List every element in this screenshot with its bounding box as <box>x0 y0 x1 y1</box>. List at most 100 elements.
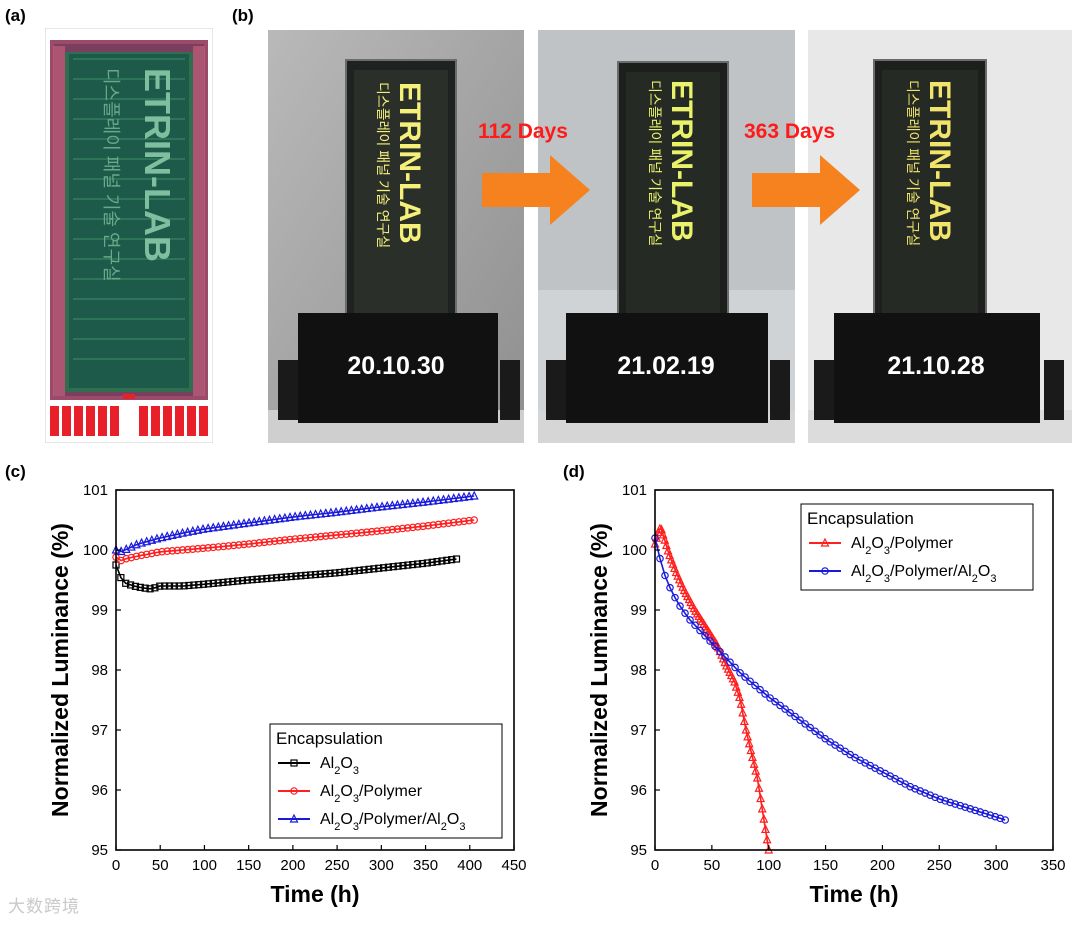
photo-3-brand: ETRIN-LAB <box>923 80 956 242</box>
y-tick-label: 95 <box>91 842 108 859</box>
x-tick-label: 200 <box>870 857 895 874</box>
data-point <box>464 491 474 501</box>
data-point <box>259 515 269 525</box>
data-point <box>756 793 766 803</box>
data-point <box>122 579 130 587</box>
data-point <box>741 724 751 734</box>
data-point <box>157 532 167 542</box>
data-point <box>235 541 243 549</box>
data-point <box>185 581 193 590</box>
data-point <box>137 537 147 547</box>
y-tick-label: 101 <box>622 482 647 499</box>
data-point <box>355 566 363 575</box>
legend-entry-label: Al2O3/Polymer <box>320 783 423 805</box>
data-point <box>342 530 351 538</box>
data-point <box>305 509 315 519</box>
data-point <box>657 524 666 534</box>
data-point <box>311 533 320 541</box>
data-point <box>204 580 213 588</box>
data-point <box>746 745 756 755</box>
legend-entry-label: Al2O3/Polymer/Al2O3 <box>851 563 996 585</box>
y-axis-label: Normalized Luminance (%) <box>47 523 73 817</box>
data-point <box>375 564 383 572</box>
data-point <box>711 642 719 651</box>
arrow-1-icon <box>482 155 590 225</box>
data-point <box>941 797 949 805</box>
data-point <box>751 765 761 775</box>
data-point <box>470 516 479 524</box>
x-axis-label: Time (h) <box>270 881 359 907</box>
data-point <box>234 577 242 585</box>
data-point <box>403 524 412 532</box>
data-point <box>234 518 244 528</box>
panel-label-d: (d) <box>563 462 585 481</box>
data-point <box>175 582 183 590</box>
data-point <box>776 701 784 710</box>
data-point <box>295 510 305 520</box>
data-point <box>347 529 356 538</box>
data-point <box>433 495 443 505</box>
data-point <box>721 653 729 661</box>
data-point <box>244 517 254 527</box>
data-point <box>253 575 261 583</box>
data-point <box>290 511 300 521</box>
panel-label-a: (a) <box>5 6 26 25</box>
panel-label-b: (b) <box>232 6 254 25</box>
data-point <box>752 772 762 782</box>
data-point <box>224 542 233 550</box>
legend-swatch-marker <box>290 787 298 795</box>
data-point <box>786 708 794 717</box>
data-point <box>931 793 939 802</box>
data-point <box>392 499 402 509</box>
data-point <box>255 539 264 547</box>
data-point <box>439 519 448 528</box>
data-point <box>438 557 446 565</box>
legend-entry-label: Al2O3 <box>320 755 359 777</box>
data-point <box>327 531 335 540</box>
data-point <box>733 686 743 696</box>
data-point <box>282 573 290 581</box>
x-tick-label: 350 <box>413 857 438 874</box>
data-point <box>194 544 202 553</box>
data-point <box>156 582 164 590</box>
data-point <box>469 490 479 500</box>
data-point <box>248 576 256 584</box>
data-point <box>326 569 334 577</box>
data-point <box>730 676 740 686</box>
photo-2-korean: 디스플레이 패널 기술 연구실 <box>647 80 663 246</box>
data-point <box>362 503 372 513</box>
data-point <box>357 528 366 537</box>
data-point <box>142 550 151 559</box>
data-point <box>741 673 749 681</box>
data-point <box>686 616 694 624</box>
data-point <box>306 571 315 579</box>
data-point <box>170 582 178 590</box>
data-point <box>744 738 754 748</box>
y-tick-label: 100 <box>622 542 647 559</box>
photo-1: ETRIN-LAB 디스플레이 패널 기술 연구실 20.10.30 <box>268 30 524 443</box>
data-point <box>265 514 274 524</box>
data-point <box>393 525 402 533</box>
series-0 <box>112 555 461 593</box>
data-point <box>398 524 407 533</box>
data-point <box>661 571 669 580</box>
x-tick-label: 150 <box>236 857 261 874</box>
data-point <box>1001 816 1010 824</box>
data-point <box>743 731 753 741</box>
data-point <box>209 543 218 552</box>
y-axis-label: Normalized Luminance (%) <box>586 523 612 817</box>
data-point <box>263 574 271 583</box>
data-point <box>455 518 463 526</box>
data-point <box>193 524 203 534</box>
data-point <box>749 758 759 768</box>
data-point <box>761 690 769 698</box>
series-1 <box>112 516 479 565</box>
data-point <box>716 647 724 656</box>
data-point <box>956 801 965 810</box>
data-point <box>731 681 741 691</box>
data-point <box>332 531 340 539</box>
data-point <box>165 582 174 590</box>
data-point <box>306 533 315 542</box>
data-point <box>316 570 324 578</box>
legend-title: Encapsulation <box>807 509 914 528</box>
